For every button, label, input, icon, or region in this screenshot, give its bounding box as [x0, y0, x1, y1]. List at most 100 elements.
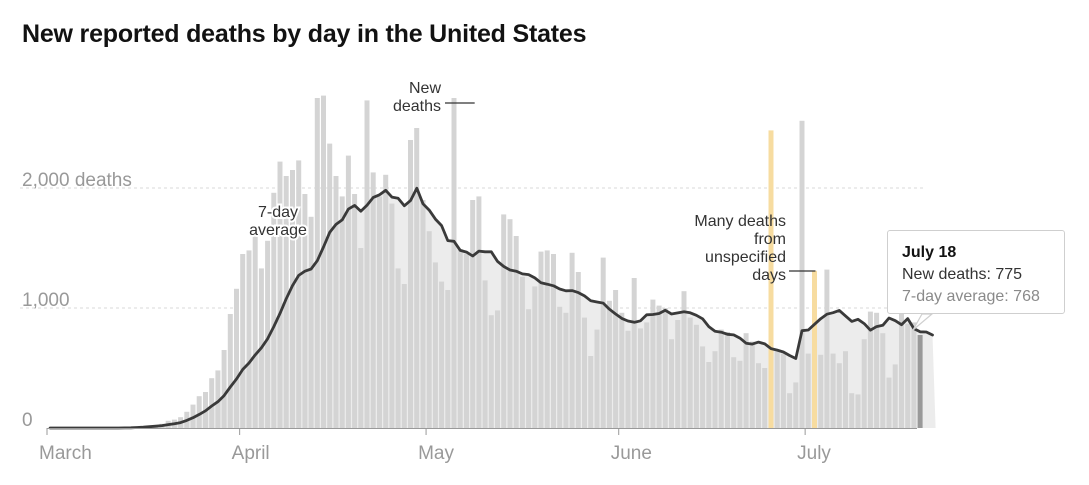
- bar[interactable]: [756, 363, 761, 428]
- bar[interactable]: [588, 356, 594, 428]
- bar[interactable]: [861, 339, 867, 428]
- bar[interactable]: [569, 252, 575, 428]
- bar[interactable]: [345, 155, 351, 428]
- bar[interactable]: [737, 360, 743, 428]
- bar[interactable]: [538, 251, 544, 428]
- bar[interactable]: [482, 280, 488, 428]
- bar[interactable]: [321, 95, 326, 428]
- bar[interactable]: [774, 351, 780, 428]
- bar[interactable]: [638, 328, 643, 428]
- bar[interactable]: [836, 363, 842, 428]
- bar[interactable]: [333, 176, 339, 428]
- bar[interactable]: [675, 320, 681, 428]
- bar[interactable]: [414, 128, 420, 428]
- bar[interactable]: [426, 231, 432, 428]
- bar[interactable]: [339, 196, 345, 428]
- bar[interactable]: [327, 143, 333, 428]
- bar[interactable]: [277, 161, 283, 428]
- bar[interactable]: [662, 308, 668, 428]
- bar[interactable]: [358, 248, 364, 428]
- bar[interactable]: [687, 317, 693, 428]
- bar[interactable]: [246, 250, 252, 428]
- bar[interactable]: [526, 309, 532, 428]
- bar[interactable]: [252, 236, 258, 428]
- bar[interactable]: [196, 396, 202, 428]
- bar[interactable]: [867, 311, 873, 428]
- bar[interactable]: [600, 257, 606, 428]
- bar[interactable]: [389, 203, 395, 428]
- bar[interactable]: [551, 254, 556, 428]
- bar[interactable]: [377, 196, 382, 428]
- bar[interactable]: [234, 288, 239, 428]
- bar[interactable]: [880, 333, 886, 428]
- bar[interactable]: [613, 290, 619, 428]
- bar[interactable]: [905, 323, 911, 428]
- bar[interactable]: [874, 312, 880, 428]
- bar[interactable]: [886, 377, 892, 428]
- unspecified-day-bar[interactable]: [768, 130, 774, 428]
- bar[interactable]: [308, 216, 314, 428]
- bar[interactable]: [892, 364, 898, 428]
- bar[interactable]: [420, 200, 426, 428]
- bar[interactable]: [849, 393, 855, 428]
- bar[interactable]: [451, 98, 457, 428]
- bar[interactable]: [712, 351, 718, 428]
- bar[interactable]: [669, 339, 674, 428]
- bar[interactable]: [855, 394, 861, 428]
- bar[interactable]: [408, 140, 413, 428]
- bar[interactable]: [383, 174, 389, 428]
- bar[interactable]: [575, 272, 581, 428]
- bar[interactable]: [749, 341, 755, 428]
- bar[interactable]: [594, 329, 600, 428]
- bar[interactable]: [656, 305, 662, 428]
- bar[interactable]: [650, 299, 656, 428]
- bar[interactable]: [700, 346, 706, 428]
- bar[interactable]: [227, 314, 233, 428]
- bar[interactable]: [302, 194, 308, 428]
- bar[interactable]: [364, 100, 370, 429]
- highlighted-bar[interactable]: [917, 335, 923, 428]
- bar[interactable]: [563, 312, 569, 428]
- bar[interactable]: [395, 268, 401, 428]
- bar[interactable]: [718, 329, 724, 428]
- bar[interactable]: [631, 278, 637, 428]
- bar[interactable]: [370, 172, 376, 428]
- bar[interactable]: [221, 350, 227, 428]
- bar[interactable]: [464, 254, 469, 428]
- bar[interactable]: [725, 332, 730, 428]
- bar[interactable]: [818, 354, 824, 428]
- bar[interactable]: [557, 306, 563, 428]
- bar[interactable]: [215, 370, 221, 428]
- bar[interactable]: [582, 317, 587, 428]
- bar[interactable]: [824, 269, 830, 428]
- bar[interactable]: [706, 362, 712, 428]
- bar[interactable]: [265, 240, 271, 428]
- bar[interactable]: [519, 276, 525, 428]
- bar[interactable]: [793, 382, 799, 428]
- bar[interactable]: [271, 192, 277, 428]
- bar[interactable]: [606, 300, 612, 428]
- bar[interactable]: [743, 333, 749, 428]
- bar[interactable]: [476, 196, 482, 428]
- bar[interactable]: [513, 236, 519, 428]
- bar[interactable]: [681, 291, 687, 428]
- bar[interactable]: [352, 194, 358, 428]
- bar[interactable]: [899, 308, 904, 428]
- bar[interactable]: [290, 170, 295, 428]
- bar[interactable]: [445, 290, 451, 428]
- bar[interactable]: [843, 351, 848, 428]
- bar[interactable]: [401, 284, 407, 428]
- bar[interactable]: [532, 286, 538, 428]
- bar[interactable]: [731, 357, 737, 428]
- bar[interactable]: [495, 310, 500, 428]
- bar[interactable]: [209, 378, 215, 428]
- bar[interactable]: [544, 250, 550, 428]
- bar[interactable]: [619, 312, 625, 428]
- bar[interactable]: [780, 353, 786, 428]
- bar[interactable]: [830, 353, 836, 428]
- bar[interactable]: [470, 200, 476, 428]
- bar[interactable]: [240, 254, 246, 428]
- bar[interactable]: [805, 353, 811, 428]
- bar[interactable]: [762, 368, 768, 428]
- bar[interactable]: [799, 120, 805, 429]
